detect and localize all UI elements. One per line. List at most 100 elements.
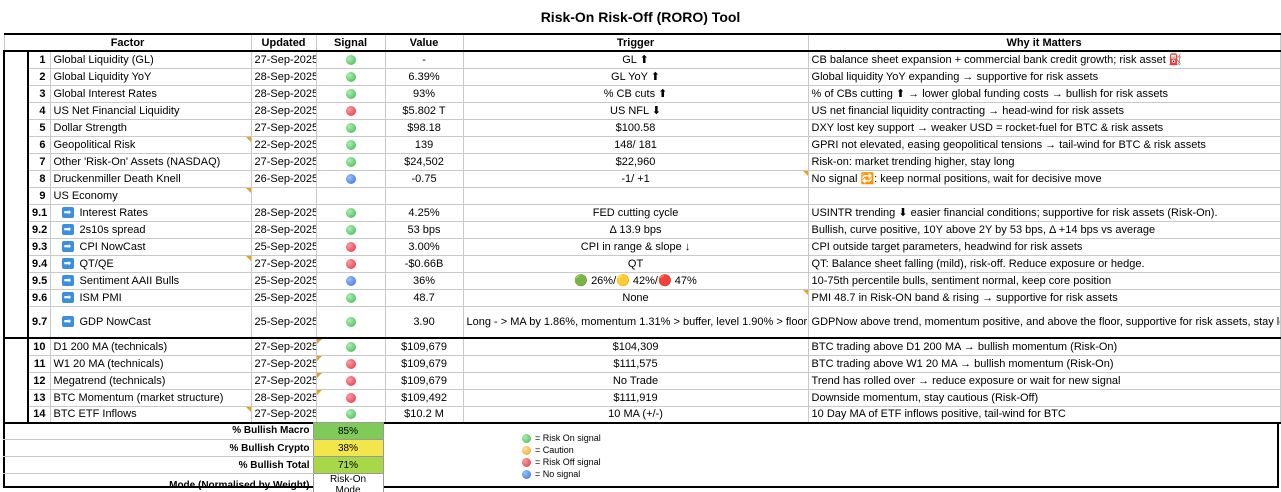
header-updated[interactable]: Updated (250, 33, 317, 52)
updated-cell[interactable]: 28-Sep-2025 (250, 67, 317, 86)
factor-cell[interactable]: ➡ Interest Rates (49, 203, 252, 222)
summary-value[interactable]: Risk-On Mode (312, 473, 384, 492)
comment-marker-icon[interactable] (245, 188, 251, 193)
signal-cell[interactable] (315, 220, 386, 239)
comment-marker-icon[interactable] (245, 256, 251, 261)
trigger-cell[interactable]: $100.58 (462, 118, 809, 137)
header-trigger[interactable]: Trigger (462, 33, 809, 52)
row-number[interactable]: 5 (27, 118, 51, 137)
factor-cell[interactable]: Global Liquidity (GL) (49, 50, 252, 69)
trigger-cell[interactable]: CPI in range & slope ↓ (462, 237, 809, 256)
value-cell[interactable]: -$0.66B (384, 254, 464, 273)
value-cell[interactable]: 139 (384, 135, 464, 154)
updated-cell[interactable]: 27-Sep-2025 (250, 371, 317, 390)
trigger-cell[interactable]: FED cutting cycle (462, 203, 809, 222)
trigger-cell[interactable]: $104,309 (462, 337, 809, 356)
signal-cell[interactable] (315, 67, 386, 86)
updated-cell[interactable]: 27-Sep-2025 (250, 405, 317, 424)
trigger-cell[interactable]: 148/ 181 (462, 135, 809, 154)
trigger-cell[interactable]: 10 MA (+/-) (462, 405, 809, 424)
updated-cell[interactable]: 28-Sep-2025 (250, 220, 317, 239)
row-number[interactable]: 9.5 (27, 271, 51, 290)
value-cell[interactable]: $109,492 (384, 388, 464, 407)
signal-cell[interactable] (315, 254, 386, 273)
updated-cell[interactable]: 27-Sep-2025 (250, 337, 317, 356)
signal-cell[interactable] (315, 203, 386, 222)
row-number[interactable]: 9.4 (27, 254, 51, 273)
why-cell[interactable]: CPI outside target parameters, headwind … (807, 237, 1281, 256)
trigger-cell[interactable]: % CB cuts ⬆ (462, 84, 809, 103)
factor-cell[interactable]: Megatrend (technicals) (49, 371, 252, 390)
value-cell[interactable] (384, 186, 464, 205)
why-cell[interactable]: No signal 🔁: keep normal positions, wait… (807, 169, 1281, 188)
row-number[interactable]: 7 (27, 152, 51, 171)
comment-marker-icon[interactable] (802, 290, 808, 295)
factor-cell[interactable]: Geopolitical Risk (49, 135, 252, 154)
factor-cell[interactable]: Global Liquidity YoY (49, 67, 252, 86)
why-cell[interactable]: DXY lost key support → weaker USD = rock… (807, 118, 1281, 137)
comment-marker-icon[interactable] (802, 171, 808, 176)
why-cell[interactable] (807, 186, 1281, 205)
trigger-cell[interactable]: -1/ +1 (462, 169, 809, 188)
signal-cell[interactable] (315, 371, 386, 390)
row-number[interactable]: 13 (27, 388, 51, 407)
comment-marker-icon[interactable] (245, 407, 251, 412)
factor-cell[interactable]: ➡ CPI NowCast (49, 237, 252, 256)
value-cell[interactable]: $109,679 (384, 354, 464, 373)
value-cell[interactable]: $98.18 (384, 118, 464, 137)
updated-cell[interactable]: 27-Sep-2025 (250, 118, 317, 137)
updated-cell[interactable]: 26-Sep-2025 (250, 169, 317, 188)
value-cell[interactable]: 53 bps (384, 220, 464, 239)
comment-marker-icon[interactable] (317, 340, 322, 344)
value-cell[interactable]: $109,679 (384, 371, 464, 390)
updated-cell[interactable]: 28-Sep-2025 (250, 388, 317, 407)
summary-value[interactable]: 71% (312, 456, 384, 474)
summary-value[interactable]: 85% (312, 422, 384, 440)
header-why[interactable]: Why it Matters (807, 33, 1281, 52)
factor-cell[interactable]: ➡ GDP NowCast (49, 305, 252, 339)
why-cell[interactable]: Global liquidity YoY expanding → support… (807, 67, 1281, 86)
factor-cell[interactable]: D1 200 MA (technicals) (49, 337, 252, 356)
trigger-cell[interactable]: None (462, 288, 809, 307)
factor-cell[interactable]: ➡ ISM PMI (49, 288, 252, 307)
updated-cell[interactable]: 25-Sep-2025 (250, 237, 317, 256)
updated-cell[interactable]: 28-Sep-2025 (250, 101, 317, 120)
header-value[interactable]: Value (384, 33, 464, 52)
trigger-cell[interactable]: $111,575 (462, 354, 809, 373)
updated-cell[interactable]: 28-Sep-2025 (250, 203, 317, 222)
why-cell[interactable]: BTC trading above D1 200 MA → bullish mo… (807, 337, 1281, 356)
signal-cell[interactable] (315, 237, 386, 256)
row-number[interactable]: 9 (27, 186, 51, 205)
factor-cell[interactable]: US Net Financial Liquidity (49, 101, 252, 120)
why-cell[interactable]: Bullish, curve positive, 10Y above 2Y by… (807, 220, 1281, 239)
row-number[interactable]: 14 (27, 405, 51, 424)
updated-cell[interactable]: 22-Sep-2025 (250, 135, 317, 154)
why-cell[interactable]: % of CBs cutting ⬆ → lower global fundin… (807, 84, 1281, 103)
why-cell[interactable]: 10-75th percentile bulls, sentiment norm… (807, 271, 1281, 290)
trigger-cell[interactable]: US NFL ⬇ (462, 101, 809, 120)
value-cell[interactable]: - (384, 50, 464, 69)
updated-cell[interactable]: 25-Sep-2025 (250, 288, 317, 307)
trigger-cell[interactable]: $111,919 (462, 388, 809, 407)
signal-cell[interactable] (315, 50, 386, 69)
factor-cell[interactable]: ➡ QT/QE (49, 254, 252, 273)
row-number[interactable]: 9.2 (27, 220, 51, 239)
value-cell[interactable]: $24,502 (384, 152, 464, 171)
row-number[interactable]: 3 (27, 84, 51, 103)
value-cell[interactable]: 6.39% (384, 67, 464, 86)
updated-cell[interactable]: 25-Sep-2025 (250, 271, 317, 290)
header-factor[interactable]: Factor (3, 33, 252, 52)
factor-cell[interactable]: BTC ETF Inflows (49, 405, 252, 424)
why-cell[interactable]: GDPNow above trend, momentum positive, a… (807, 305, 1281, 339)
row-number[interactable]: 4 (27, 101, 51, 120)
factor-cell[interactable]: Global Interest Rates (49, 84, 252, 103)
trigger-cell[interactable]: GL YoY ⬆ (462, 67, 809, 86)
factor-cell[interactable]: W1 20 MA (technicals) (49, 354, 252, 373)
value-cell[interactable]: $10.2 M (384, 405, 464, 424)
updated-cell[interactable]: 27-Sep-2025 (250, 50, 317, 69)
trigger-cell[interactable]: GL ⬆ (462, 50, 809, 69)
value-cell[interactable]: 3.00% (384, 237, 464, 256)
value-cell[interactable]: $5.802 T (384, 101, 464, 120)
signal-cell[interactable] (315, 388, 386, 407)
why-cell[interactable]: Trend has rolled over → reduce exposure … (807, 371, 1281, 390)
